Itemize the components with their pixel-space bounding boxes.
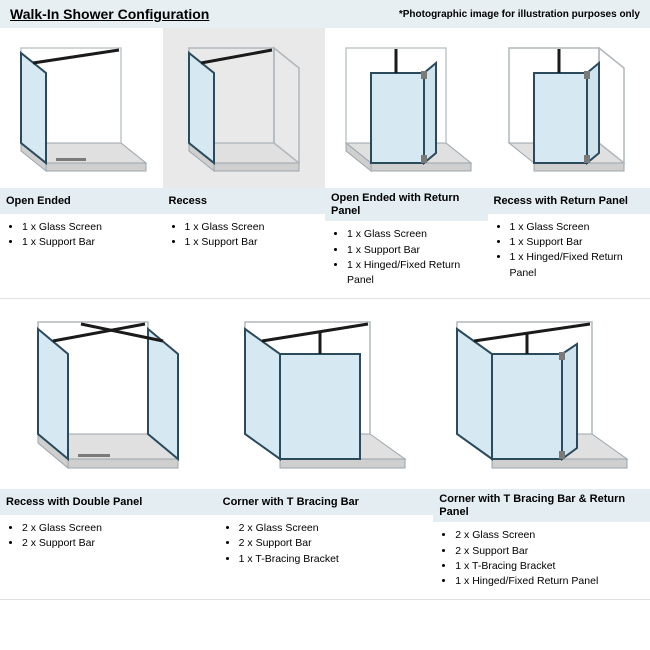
diagram-open-ended [0,28,163,188]
item: 1 x Hinged/Fixed Return Panel [510,250,647,280]
config-items: 2 x Glass Screen 2 x Support Bar 1 x T-B… [217,515,434,585]
config-items: 2 x Glass Screen 2 x Support Bar [0,515,217,585]
label-bar: Recess with Double Panel [0,489,217,515]
config-items: 2 x Glass Screen 2 x Support Bar 1 x T-B… [433,522,650,599]
diagram-recess-double [0,299,217,489]
config-label: Recess [169,195,208,208]
config-corner-t-return: Corner with T Bracing Bar & Return Panel… [433,299,650,599]
config-label: Corner with T Bracing Bar & Return Panel [439,493,644,518]
config-label: Recess with Return Panel [494,195,629,208]
config-open-ended-return: Open Ended with Return Panel 1 x Glass S… [325,28,488,298]
config-row-2: Recess with Double Panel 2 x Glass Scree… [0,299,650,600]
item: 2 x Glass Screen [455,528,646,543]
item: 1 x T-Bracing Bracket [239,552,430,567]
config-label: Open Ended [6,195,71,208]
diagram-recess [163,28,326,188]
item: 1 x Glass Screen [510,220,647,235]
config-label: Recess with Double Panel [6,496,142,509]
item: 1 x Glass Screen [22,220,159,235]
config-label: Corner with T Bracing Bar [223,496,359,509]
item: 1 x Support Bar [347,243,484,258]
config-recess-double: Recess with Double Panel 2 x Glass Scree… [0,299,217,599]
item: 1 x Support Bar [22,235,159,250]
label-bar: Corner with T Bracing Bar & Return Panel [433,489,650,522]
item: 1 x Glass Screen [185,220,322,235]
item: 1 x Support Bar [185,235,322,250]
item: 2 x Glass Screen [239,521,430,536]
config-open-ended: Open Ended 1 x Glass Screen 1 x Support … [0,28,163,298]
config-items: 1 x Glass Screen 1 x Support Bar 1 x Hin… [325,221,488,298]
diagram-recess-return [488,28,650,188]
config-items: 1 x Glass Screen 1 x Support Bar 1 x Hin… [488,214,650,291]
page-title: Walk-In Shower Configuration [10,6,209,22]
item: 2 x Support Bar [455,544,646,559]
item: 1 x T-Bracing Bracket [455,559,646,574]
item: 1 x Glass Screen [347,227,484,242]
label-bar: Open Ended [0,188,163,214]
header: Walk-In Shower Configuration *Photograph… [0,0,650,28]
config-items: 1 x Glass Screen 1 x Support Bar [0,214,163,284]
diagram-open-ended-return [325,28,488,188]
item: 2 x Support Bar [22,536,213,551]
config-row-1: Open Ended 1 x Glass Screen 1 x Support … [0,28,650,299]
disclaimer: *Photographic image for illustration pur… [399,9,640,20]
label-bar: Recess with Return Panel [488,188,650,214]
config-items: 1 x Glass Screen 1 x Support Bar [163,214,326,284]
item: 2 x Support Bar [239,536,430,551]
diagram-corner-t [217,299,434,489]
config-label: Open Ended with Return Panel [331,192,482,217]
item: 1 x Hinged/Fixed Return Panel [455,574,646,589]
config-recess: Recess 1 x Glass Screen 1 x Support Bar [163,28,326,298]
label-bar: Recess [163,188,326,214]
item: 1 x Hinged/Fixed Return Panel [347,258,484,288]
label-bar: Open Ended with Return Panel [325,188,488,221]
config-corner-t: Corner with T Bracing Bar 2 x Glass Scre… [217,299,434,599]
label-bar: Corner with T Bracing Bar [217,489,434,515]
item: 1 x Support Bar [510,235,647,250]
item: 2 x Glass Screen [22,521,213,536]
diagram-corner-t-return [433,299,650,489]
config-recess-return: Recess with Return Panel 1 x Glass Scree… [488,28,650,298]
